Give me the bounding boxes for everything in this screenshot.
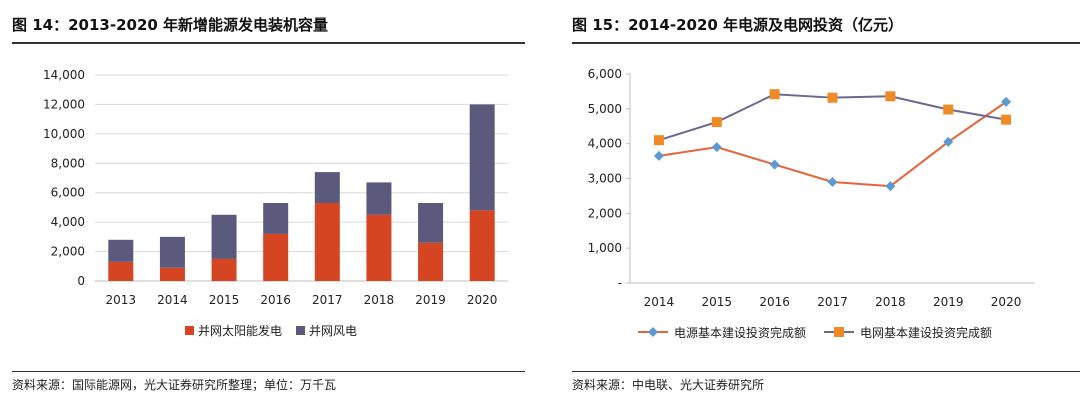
- x-tick-label: 2014: [644, 295, 675, 309]
- y-tick-label: 2,000: [588, 206, 622, 220]
- x-tick-label: 2018: [875, 295, 906, 309]
- bar-solar: [314, 203, 340, 281]
- point-marker-grid: [1001, 114, 1012, 125]
- legend-label: 并网太阳能发电: [198, 323, 282, 338]
- source-rule: [12, 371, 525, 372]
- bar-wind: [263, 203, 289, 234]
- x-tick-label: 2020: [991, 295, 1022, 309]
- point-marker-grid: [769, 89, 780, 100]
- bar-wind: [108, 239, 134, 262]
- legend-swatch: [296, 326, 305, 335]
- x-tick-label: 2015: [209, 293, 240, 307]
- x-tick-label: 2020: [467, 293, 498, 307]
- bar-wind: [211, 214, 237, 259]
- y-tick-label: 5,000: [588, 102, 622, 116]
- y-tick-label: 1,000: [588, 241, 622, 255]
- investment-line-chart: - 1,000 2,000 3,000 4,000 5,000 6,000 2014 2015 2…: [588, 67, 1035, 340]
- legend-label: 电网基本建设投资完成额: [860, 325, 992, 340]
- title-rule: [12, 42, 525, 44]
- point-marker-power-source: [711, 142, 722, 153]
- x-tick-label: 2019: [415, 293, 446, 307]
- y-tick-label: 6,000: [588, 67, 622, 81]
- bar-solar: [469, 210, 495, 281]
- x-tick-label: 2018: [364, 293, 395, 307]
- chart-title: 图 15：2014-2020 年电源及电网投资（亿元）: [572, 16, 904, 34]
- bar-solar: [159, 267, 185, 281]
- legend-swatch: [185, 326, 194, 335]
- point-marker-grid: [653, 135, 664, 146]
- bar-wind: [314, 172, 340, 204]
- chart-panel-capacity: 图 14：2013-2020 年新增能源发电装机容量 0 2,000 4,000 6,…: [0, 0, 525, 402]
- y-tick-label: 8,000: [51, 156, 85, 170]
- capacity-bar-chart: 0 2,000 4,000 6,000 8,000 10,000 12,000 14,000 2…: [43, 68, 508, 338]
- y-tick-label: -: [618, 276, 622, 290]
- source-note: 资料来源：国际能源网，光大证券研究所整理；单位：万千瓦: [12, 378, 337, 392]
- bar-solar: [108, 261, 134, 281]
- point-marker-power-source: [885, 181, 896, 192]
- bar-wind: [418, 203, 444, 243]
- point-marker-grid: [885, 91, 896, 102]
- bar-solar: [211, 258, 237, 281]
- x-tick-label: 2015: [702, 295, 733, 309]
- title-rule: [572, 42, 1080, 44]
- point-marker-power-source: [1001, 96, 1012, 107]
- source-note: 资料来源：中电联、光大证券研究所: [572, 378, 765, 392]
- point-marker-power-source: [653, 150, 664, 161]
- x-tick-label: 2016: [759, 295, 790, 309]
- bar-wind: [159, 236, 185, 268]
- x-tick-label: 2014: [157, 293, 188, 307]
- series-line-power-source: [658, 101, 1007, 188]
- point-marker-grid: [827, 92, 838, 103]
- x-tick-label: 2017: [817, 295, 848, 309]
- chart-panel-investment: 图 15：2014-2020 年电源及电网投资（亿元） - 1,000 2,000 3…: [560, 0, 1080, 402]
- y-tick-label: 12,000: [43, 97, 85, 111]
- point-marker-grid: [711, 117, 722, 128]
- bar-solar: [263, 233, 289, 281]
- legend-label: 并网风电: [309, 324, 357, 338]
- legend-label: 电源基本建设投资完成额: [674, 325, 806, 340]
- y-tick-label: 4,000: [51, 215, 85, 229]
- y-tick-label: 0: [77, 274, 85, 288]
- source-rule: [572, 371, 1080, 372]
- x-tick-label: 2013: [106, 293, 137, 307]
- y-tick-label: 10,000: [43, 127, 85, 141]
- chart-title: 图 14：2013-2020 年新增能源发电装机容量: [12, 16, 329, 34]
- x-tick-label: 2017: [312, 293, 343, 307]
- bar-wind: [366, 182, 392, 215]
- point-marker-power-source: [769, 159, 780, 170]
- point-marker-grid: [943, 104, 954, 115]
- bar-solar: [366, 214, 392, 281]
- y-tick-label: 2,000: [51, 245, 85, 259]
- y-tick-label: 4,000: [588, 137, 622, 151]
- y-tick-label: 14,000: [43, 68, 85, 82]
- bar-solar: [418, 242, 444, 281]
- legend-marker: [648, 327, 658, 337]
- point-marker-power-source: [827, 176, 838, 187]
- bar-wind: [469, 104, 495, 211]
- x-tick-label: 2019: [933, 295, 964, 309]
- y-tick-label: 3,000: [588, 172, 622, 186]
- y-tick-label: 6,000: [51, 186, 85, 200]
- x-tick-label: 2016: [260, 293, 291, 307]
- point-marker-power-source: [943, 136, 954, 147]
- legend-marker: [834, 327, 844, 337]
